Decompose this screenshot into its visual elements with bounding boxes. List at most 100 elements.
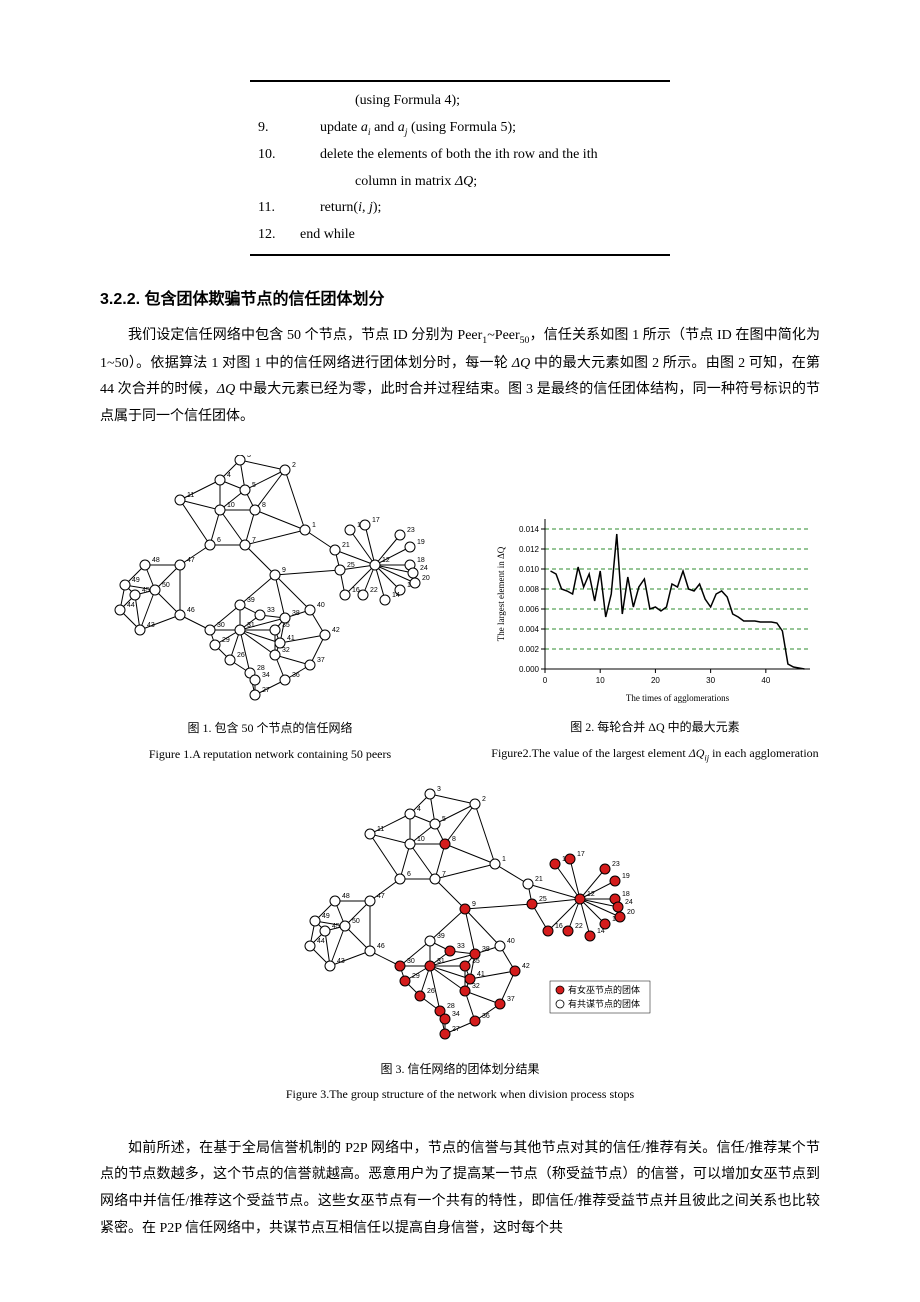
svg-text:0.002: 0.002 [519,645,540,654]
svg-text:9: 9 [472,901,476,908]
algo-num-10: 10. [250,142,300,169]
svg-text:0.012: 0.012 [519,545,540,554]
svg-text:0.008: 0.008 [519,585,540,594]
svg-text:21: 21 [535,876,543,883]
svg-text:27: 27 [262,687,270,694]
svg-text:44: 44 [127,602,135,609]
svg-text:11: 11 [377,826,384,833]
svg-text:30: 30 [407,958,415,965]
svg-text:16: 16 [555,923,563,930]
svg-text:30: 30 [706,676,715,685]
fig1-caption-cn: 图 1. 包含 50 个节点的信任网络 [187,718,352,740]
svg-text:有女巫节点的团体: 有女巫节点的团体 [568,984,640,995]
svg-text:21: 21 [342,542,350,549]
svg-text:7: 7 [252,537,256,544]
svg-text:43: 43 [147,622,155,629]
svg-text:42: 42 [332,627,340,634]
figure-1-container: 1234567891011121314151617181920212223242… [100,455,440,765]
paragraph-1: 我们设定信任网络中包含 50 个节点，节点 ID 分别为 Peer1~Peer5… [100,323,820,430]
svg-text:37: 37 [507,996,515,1003]
svg-text:39: 39 [247,597,255,604]
svg-text:23: 23 [407,527,415,534]
svg-text:26: 26 [237,652,245,659]
svg-text:32: 32 [472,983,480,990]
svg-text:20: 20 [627,909,635,916]
svg-text:5: 5 [442,816,446,823]
algo-num-12: 12. [250,222,300,249]
svg-text:19: 19 [417,539,425,546]
svg-text:1: 1 [312,522,316,529]
svg-text:0: 0 [543,676,548,685]
svg-text:43: 43 [337,958,345,965]
svg-text:48: 48 [152,557,160,564]
svg-text:46: 46 [187,607,195,614]
svg-text:14: 14 [597,928,605,935]
svg-text:The largest element in ΔQ: The largest element in ΔQ [496,547,506,642]
svg-text:25: 25 [347,562,355,569]
svg-text:2: 2 [482,796,486,803]
svg-text:26: 26 [427,988,435,995]
svg-text:38: 38 [292,610,300,617]
svg-text:17: 17 [372,517,380,524]
svg-text:47: 47 [377,893,385,900]
svg-text:48: 48 [342,893,350,900]
svg-text:40: 40 [761,676,770,685]
svg-text:31: 31 [247,622,255,629]
svg-text:49: 49 [132,577,140,584]
svg-text:29: 29 [412,973,420,980]
svg-text:4: 4 [227,472,231,479]
svg-text:9: 9 [282,567,286,574]
fig2-caption-en: Figure2.The value of the largest element… [491,743,818,766]
section-heading: 3.2.2. 包含团体欺骗节点的信任团体划分 [100,286,820,315]
paragraph-2: 如前所述，在基于全局信誉机制的 P2P 网络中，节点的信誉与其他节点对其的信任/… [100,1136,820,1242]
svg-text:50: 50 [352,918,360,925]
fig1-caption-en: Figure 1.A reputation network containing… [149,744,391,766]
svg-text:41: 41 [287,635,295,642]
svg-text:46: 46 [377,943,385,950]
svg-text:18: 18 [622,891,630,898]
svg-text:6: 6 [407,871,411,878]
algo-num-9: 9. [250,115,300,142]
svg-text:33: 33 [457,943,465,950]
svg-text:22: 22 [575,923,583,930]
svg-text:27: 27 [452,1026,460,1033]
svg-text:32: 32 [282,647,290,654]
svg-text:45: 45 [332,923,340,930]
svg-text:23: 23 [612,861,620,868]
svg-text:45: 45 [142,587,150,594]
svg-text:47: 47 [187,557,195,564]
fig2-caption-cn: 图 2. 每轮合并 ΔQ 中的最大元素 [570,717,739,739]
algorithm-block: (using Formula 4); 9.update ai and aj (u… [250,80,670,256]
svg-text:1: 1 [502,856,506,863]
svg-text:37: 37 [317,657,325,664]
algo-line-9: update ai and aj (using Formula 5); [300,115,670,142]
svg-text:20: 20 [422,575,430,582]
svg-text:3: 3 [247,455,251,459]
svg-text:34: 34 [452,1011,460,1018]
svg-text:有共谋节点的团体: 有共谋节点的团体 [568,998,640,1009]
algo-line-8b: (using Formula 4); [300,88,670,115]
svg-text:31: 31 [437,958,445,965]
svg-text:40: 40 [507,938,515,945]
svg-text:18: 18 [417,557,425,564]
svg-text:3: 3 [437,786,441,793]
svg-text:0.006: 0.006 [519,605,540,614]
svg-text:17: 17 [577,851,585,858]
svg-text:41: 41 [477,971,485,978]
svg-text:36: 36 [292,672,300,679]
figure-2-chart: 0102030400.0000.0020.0040.0060.0080.0100… [490,509,820,709]
figure-2-container: 0102030400.0000.0020.0040.0060.0080.0100… [490,509,820,765]
algo-line-11: return(i, j); [300,195,670,222]
svg-text:12: 12 [382,557,390,564]
svg-text:28: 28 [447,1003,455,1010]
svg-text:10: 10 [596,676,605,685]
svg-text:8: 8 [452,836,456,843]
svg-text:49: 49 [322,913,330,920]
figure-1-network: 1234567891011121314151617181920212223242… [100,455,440,710]
algo-line-12: end while [300,222,670,249]
svg-text:50: 50 [162,582,170,589]
svg-text:2: 2 [292,462,296,469]
figure-3-container: 1234567891011121314151617181920212223242… [100,786,820,1106]
svg-text:36: 36 [482,1013,490,1020]
svg-text:34: 34 [262,672,270,679]
